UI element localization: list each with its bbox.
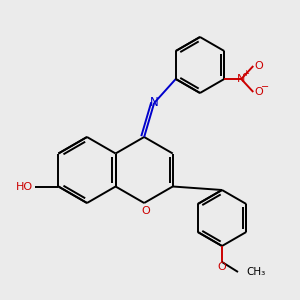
Text: O: O xyxy=(255,61,264,71)
Text: −: − xyxy=(261,82,269,92)
Text: N: N xyxy=(150,97,158,110)
Text: +: + xyxy=(242,68,249,77)
Text: CH₃: CH₃ xyxy=(246,267,265,277)
Text: O: O xyxy=(218,262,226,272)
Text: N: N xyxy=(237,74,245,84)
Text: HO: HO xyxy=(16,182,33,191)
Text: O: O xyxy=(142,206,151,216)
Text: O: O xyxy=(255,87,264,97)
